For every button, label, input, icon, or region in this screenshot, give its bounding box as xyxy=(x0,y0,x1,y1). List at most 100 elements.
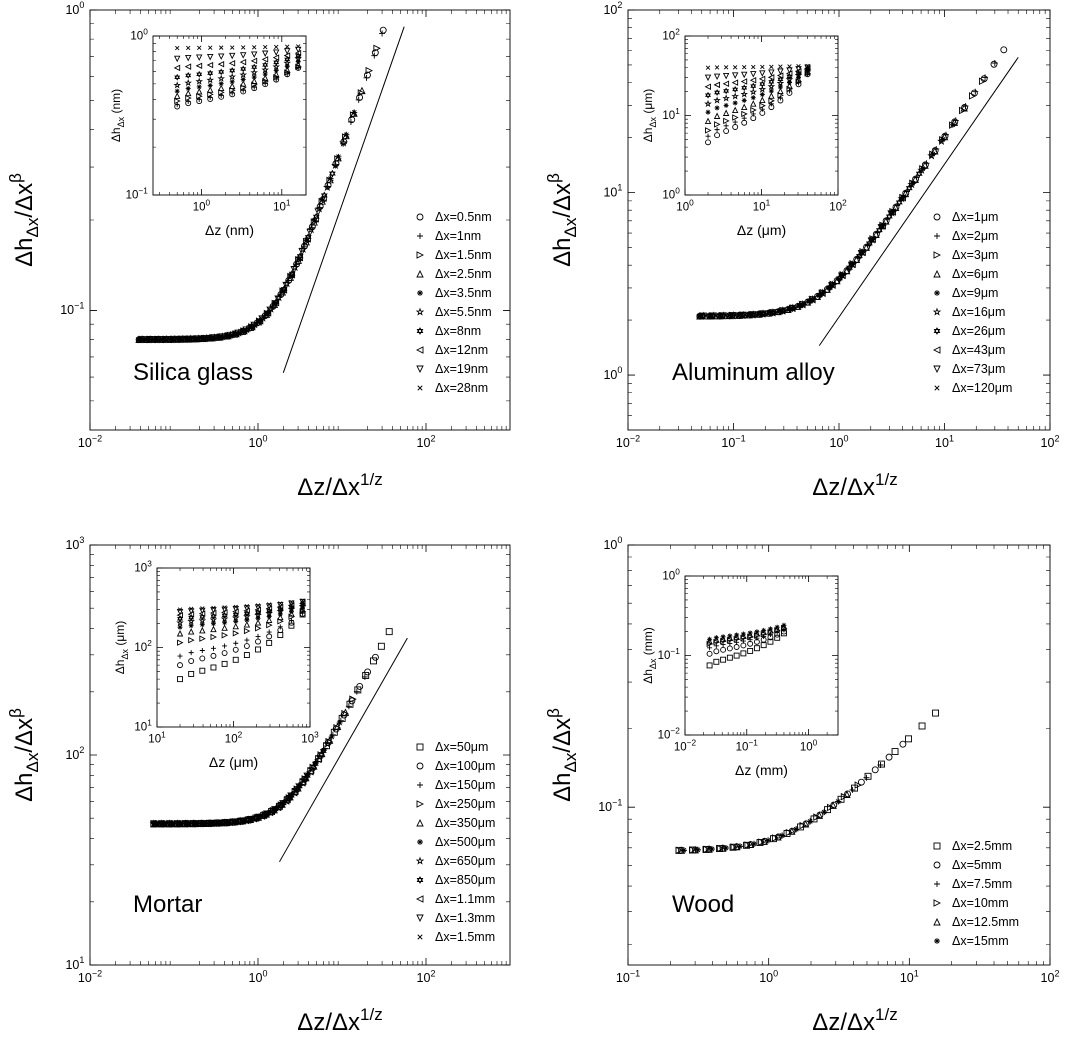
marker-square xyxy=(918,722,926,730)
marker-tri-down xyxy=(768,69,775,76)
marker-tri-down xyxy=(709,312,718,320)
x-tick-label: 100 xyxy=(830,433,849,450)
marker-star xyxy=(306,225,316,234)
marker-plus xyxy=(177,653,183,659)
marker-cross xyxy=(186,45,191,51)
marker-cross xyxy=(136,336,142,343)
marker-asterisk xyxy=(767,626,773,632)
marker-tri-down xyxy=(198,820,206,828)
marker-star xyxy=(704,99,712,108)
marker-plus xyxy=(741,115,747,121)
marker-tri-down xyxy=(246,815,255,824)
marker-tri-up xyxy=(184,89,192,97)
legend-label: Δx=120μm xyxy=(952,381,1012,395)
marker-tri-down xyxy=(214,819,223,828)
marker-star xyxy=(776,79,785,87)
panel-label: Mortar xyxy=(133,891,202,918)
marker-star xyxy=(927,151,936,160)
panel-label: Silica glass xyxy=(133,359,253,386)
marker-tri-right xyxy=(357,89,366,97)
marker-cross xyxy=(787,64,792,69)
marker-tri-up xyxy=(750,100,757,107)
marker-cross xyxy=(251,815,257,822)
x-tick-label: 101 xyxy=(900,968,919,985)
marker-asterisk xyxy=(849,261,856,268)
marker-hexagram xyxy=(199,613,206,621)
marker-tri-left xyxy=(272,54,280,61)
marker-cross xyxy=(256,318,262,325)
marker-star xyxy=(932,307,942,316)
x-tick-label: 102 xyxy=(417,968,436,985)
marker-square xyxy=(720,656,727,663)
marker-tri-down xyxy=(218,333,226,341)
marker-cross xyxy=(188,606,194,612)
marker-plus xyxy=(417,782,423,788)
x-tick-label: 10−1 xyxy=(721,433,745,450)
marker-tri-right xyxy=(768,97,775,105)
y-tick-label: 102 xyxy=(65,745,84,762)
marker-cross xyxy=(778,64,783,69)
marker-tri-down xyxy=(258,315,266,323)
marker-asterisk xyxy=(714,105,720,111)
marker-tri-left xyxy=(713,81,721,89)
marker-cross xyxy=(244,604,250,609)
marker-tri-up xyxy=(960,104,968,112)
marker-cross xyxy=(161,821,167,827)
marker-cross xyxy=(252,45,257,50)
marker-plus xyxy=(355,96,362,103)
marker-hexagram xyxy=(319,747,327,755)
marker-cross xyxy=(934,385,940,391)
marker-plus xyxy=(288,618,294,624)
marker-star xyxy=(323,739,332,748)
marker-plus xyxy=(363,74,370,81)
marker-circle xyxy=(243,643,250,649)
marker-square xyxy=(747,647,754,654)
marker-tri-left xyxy=(193,819,201,828)
x-tick-label: 10−2 xyxy=(78,433,102,450)
marker-tri-down xyxy=(768,309,777,317)
marker-plus xyxy=(972,88,979,95)
marker-hexagram xyxy=(229,67,236,74)
marker-circle xyxy=(990,60,998,68)
marker-tri-up xyxy=(731,106,739,114)
legend-label: Δx=6μm xyxy=(952,267,998,281)
x-axis-label: Δz/Δx1/z xyxy=(297,1005,382,1036)
marker-tri-up xyxy=(341,708,350,716)
marker-cross xyxy=(263,44,268,50)
marker-plus xyxy=(277,624,283,630)
marker-asterisk xyxy=(328,733,335,740)
marker-hexagram xyxy=(723,87,730,95)
y-axis-label: ΔhΔx/Δxβ xyxy=(6,708,42,802)
marker-hexagram xyxy=(251,63,258,71)
marker-tri-left xyxy=(233,817,241,826)
marker-cross xyxy=(226,819,233,825)
marker-square xyxy=(362,671,370,679)
marker-tri-up xyxy=(872,230,880,239)
marker-hexagram xyxy=(741,84,748,92)
marker-tri-down xyxy=(239,52,247,59)
marker-star xyxy=(206,76,214,84)
marker-circle xyxy=(232,646,239,653)
marker-square xyxy=(933,842,941,850)
legend-label: Δx=1μm xyxy=(952,210,998,224)
marker-tri-left xyxy=(740,78,748,85)
marker-star xyxy=(231,613,240,622)
legend-label: Δx=3μm xyxy=(952,248,998,262)
marker-asterisk xyxy=(713,635,719,641)
marker-star xyxy=(250,68,259,76)
marker-plus xyxy=(759,106,765,112)
legend-label: Δx=350μm xyxy=(435,816,495,830)
marker-tri-right xyxy=(188,636,195,644)
marker-tri-up xyxy=(760,837,768,845)
marker-tri-right xyxy=(750,106,757,114)
marker-star xyxy=(749,87,758,96)
marker-tri-up xyxy=(272,70,280,78)
marker-cross xyxy=(177,821,183,827)
marker-cross xyxy=(233,604,238,610)
x-tick-label: 101 xyxy=(148,730,166,745)
marker-plus xyxy=(877,762,884,769)
y-tick-label: 100 xyxy=(65,0,84,17)
marker-circle xyxy=(912,175,920,183)
marker-asterisk xyxy=(821,809,828,816)
